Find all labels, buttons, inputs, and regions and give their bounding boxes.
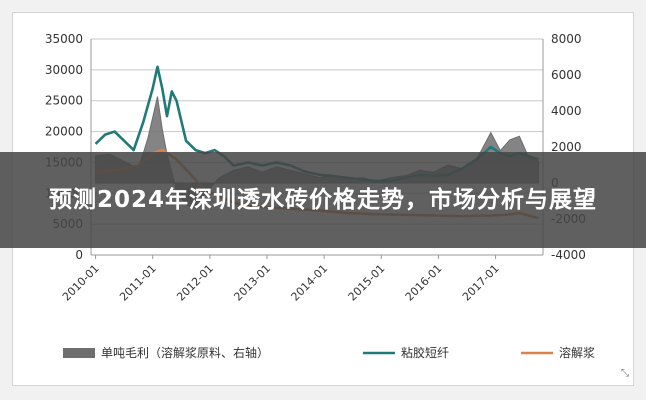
x-tick-label: 2010-01 <box>60 262 102 304</box>
right-tick-label: -4000 <box>551 248 586 262</box>
legend-label: 溶解浆 <box>559 345 595 360</box>
right-tick-label: 6000 <box>551 68 582 82</box>
x-tick-label: 2012-01 <box>174 262 216 304</box>
left-tick-label: 30000 <box>45 63 83 77</box>
x-tick-label: 2013-01 <box>231 262 273 304</box>
left-tick-label: 20000 <box>45 125 83 139</box>
resize-grip-icon[interactable]: ⤡ <box>621 368 629 379</box>
x-tick-label: 2011-01 <box>117 262 159 304</box>
left-tick-label: 25000 <box>45 94 83 108</box>
x-tick-label: 2015-01 <box>346 262 388 304</box>
x-tick-label: 2016-01 <box>403 262 445 304</box>
title-banner: 预测2024年深圳透水砖价格走势，市场分析与展望 <box>0 152 646 248</box>
legend-label: 粘胶短纤 <box>401 345 449 360</box>
legend-swatch <box>63 348 95 358</box>
left-tick-label: 35000 <box>45 32 83 46</box>
right-tick-label: 4000 <box>551 104 582 118</box>
left-tick-label: 0 <box>75 248 83 262</box>
right-tick-label: 2000 <box>551 140 582 154</box>
x-axis-ticks: 2010-01 2011-01 2012-01 2013-01 2014-01 2015-… <box>60 255 502 304</box>
right-tick-label: 8000 <box>551 32 582 46</box>
legend: 单吨毛利（溶解浆原料、右轴） 粘胶短纤 溶解浆 <box>63 345 595 360</box>
banner-title: 预测2024年深圳透水砖价格走势，市场分析与展望 <box>48 187 597 213</box>
legend-label: 单吨毛利（溶解浆原料、右轴） <box>101 345 269 360</box>
x-tick-label: 2017-01 <box>460 262 502 304</box>
x-tick-label: 2014-01 <box>289 262 331 304</box>
